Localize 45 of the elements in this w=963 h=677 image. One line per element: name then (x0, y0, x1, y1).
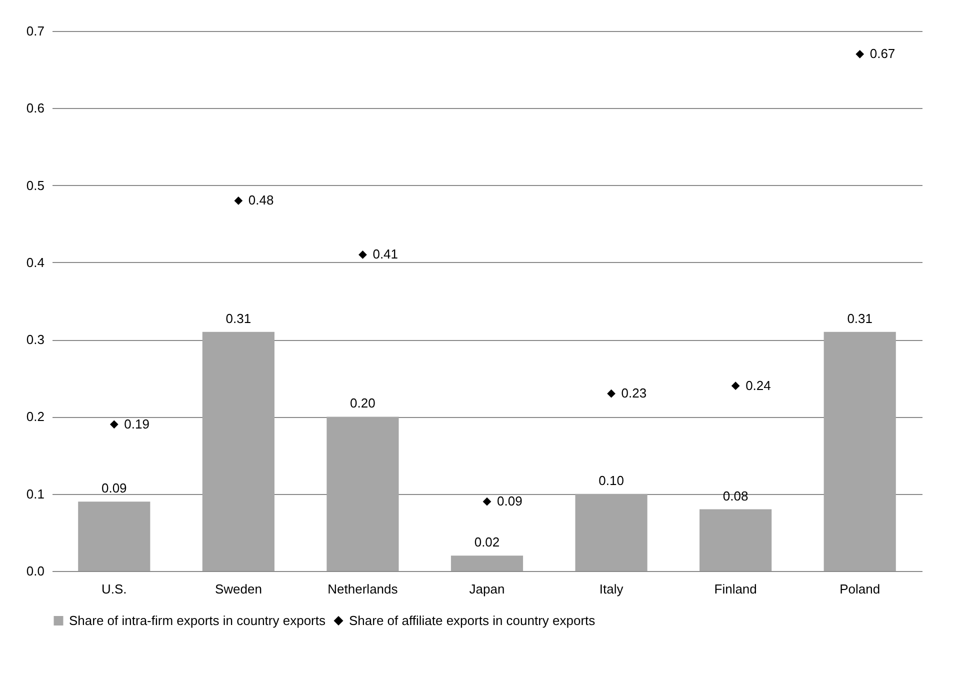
legend-label: Share of affiliate exports in country exports (349, 612, 596, 628)
data-label: 0.09 (497, 494, 522, 509)
bar (202, 332, 274, 571)
data-label: 0.02 (474, 534, 500, 550)
data-label: 0.41 (372, 246, 398, 262)
y-tick-label: 0.0 (26, 564, 44, 578)
bar (326, 416, 399, 571)
x-tick-label: Poland (840, 582, 880, 596)
data-label: 0.09 (101, 480, 127, 496)
y-tick-label: 0.4 (26, 254, 44, 270)
point (607, 389, 616, 398)
y-tick-label: 0.2 (26, 409, 44, 424)
data-label: 0.48 (248, 192, 274, 208)
y-tick-label: 0.6 (26, 100, 44, 116)
data-label: 0.20 (350, 396, 376, 411)
point (110, 420, 118, 429)
y-tick-label: 0.3 (26, 332, 44, 348)
data-label: 0.08 (722, 488, 748, 504)
point (482, 497, 492, 506)
point (234, 196, 243, 205)
data-label: 0.19 (124, 416, 150, 432)
point (731, 382, 740, 390)
data-label: 0.67 (870, 46, 896, 62)
legend-label: Share of intra-firm exports in country exports (69, 612, 326, 628)
y-tick-label: 0.7 (26, 24, 44, 38)
point (358, 250, 367, 259)
point (856, 50, 864, 58)
y-tick-label: 0.5 (26, 178, 44, 193)
x-tick-label: Netherlands (328, 582, 398, 596)
x-tick-label: Japan (469, 582, 505, 596)
x-tick-label: U.S. (101, 582, 127, 596)
bar (824, 332, 896, 571)
data-label: 0.31 (226, 310, 252, 326)
bar (78, 502, 150, 571)
y-tick-label: 0.1 (26, 486, 44, 502)
data-label: 0.23 (621, 386, 647, 401)
x-tick-label: Sweden (214, 582, 262, 596)
bar (700, 509, 772, 571)
bar (450, 556, 524, 571)
x-tick-label: Italy (599, 582, 624, 596)
data-label: 0.31 (847, 310, 873, 326)
x-tick-label: Finland (714, 582, 757, 596)
bar (575, 494, 648, 571)
data-label: 0.10 (598, 472, 624, 488)
data-label: 0.24 (746, 378, 771, 393)
